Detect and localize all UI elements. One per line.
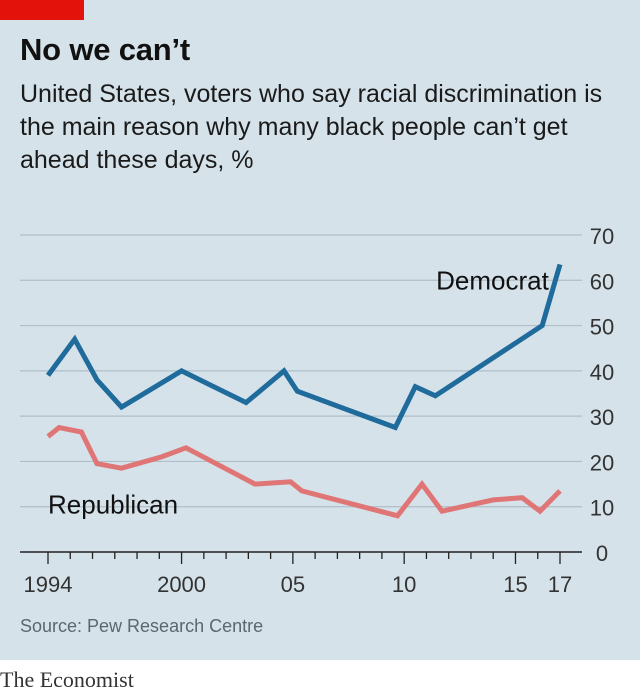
- x-tick-label: 10: [392, 572, 416, 597]
- x-tick-label: 2000: [157, 572, 206, 597]
- y-tick-label: 30: [590, 405, 614, 430]
- x-tick-label: 1994: [24, 572, 73, 597]
- y-tick-label: 0: [596, 541, 608, 566]
- x-tick-label: 15: [503, 572, 527, 597]
- brand-logo-text: The Economist: [0, 667, 134, 692]
- chart-title: No we can’t: [20, 32, 191, 67]
- y-tick-label: 70: [590, 224, 614, 249]
- series-label-democrat: Democrat: [436, 265, 549, 295]
- y-tick-label: 60: [590, 269, 614, 294]
- series-labels: Democrat Republican: [48, 265, 550, 519]
- chart-subtitle: United States, voters who say racial dis…: [20, 80, 603, 174]
- series-line-democrat: [45, 263, 563, 431]
- gridlines: [20, 234, 582, 508]
- series-label-republican: Republican: [48, 490, 178, 520]
- series-line-republican: [46, 424, 562, 519]
- y-tick-label: 50: [590, 315, 614, 340]
- y-tick-label: 40: [590, 360, 614, 385]
- x-axis: 1994 2000 05 10 15 17: [20, 551, 582, 597]
- x-tick-label: 05: [281, 572, 305, 597]
- x-tick-label: 17: [548, 572, 572, 597]
- series-lines: [45, 263, 563, 519]
- y-tick-label: 20: [590, 450, 614, 475]
- y-axis-tick-labels: 0 10 20 30 40 50 60 70: [590, 224, 614, 566]
- economist-red-tag: [0, 0, 84, 20]
- source-note: Source: Pew Research Centre: [20, 616, 264, 636]
- footer-bar: [0, 660, 640, 697]
- y-tick-label: 10: [590, 496, 614, 521]
- line-chart: 0 10 20 30 40 50 60 70 1994 2000 05 10 15 17 Democra…: [20, 224, 614, 597]
